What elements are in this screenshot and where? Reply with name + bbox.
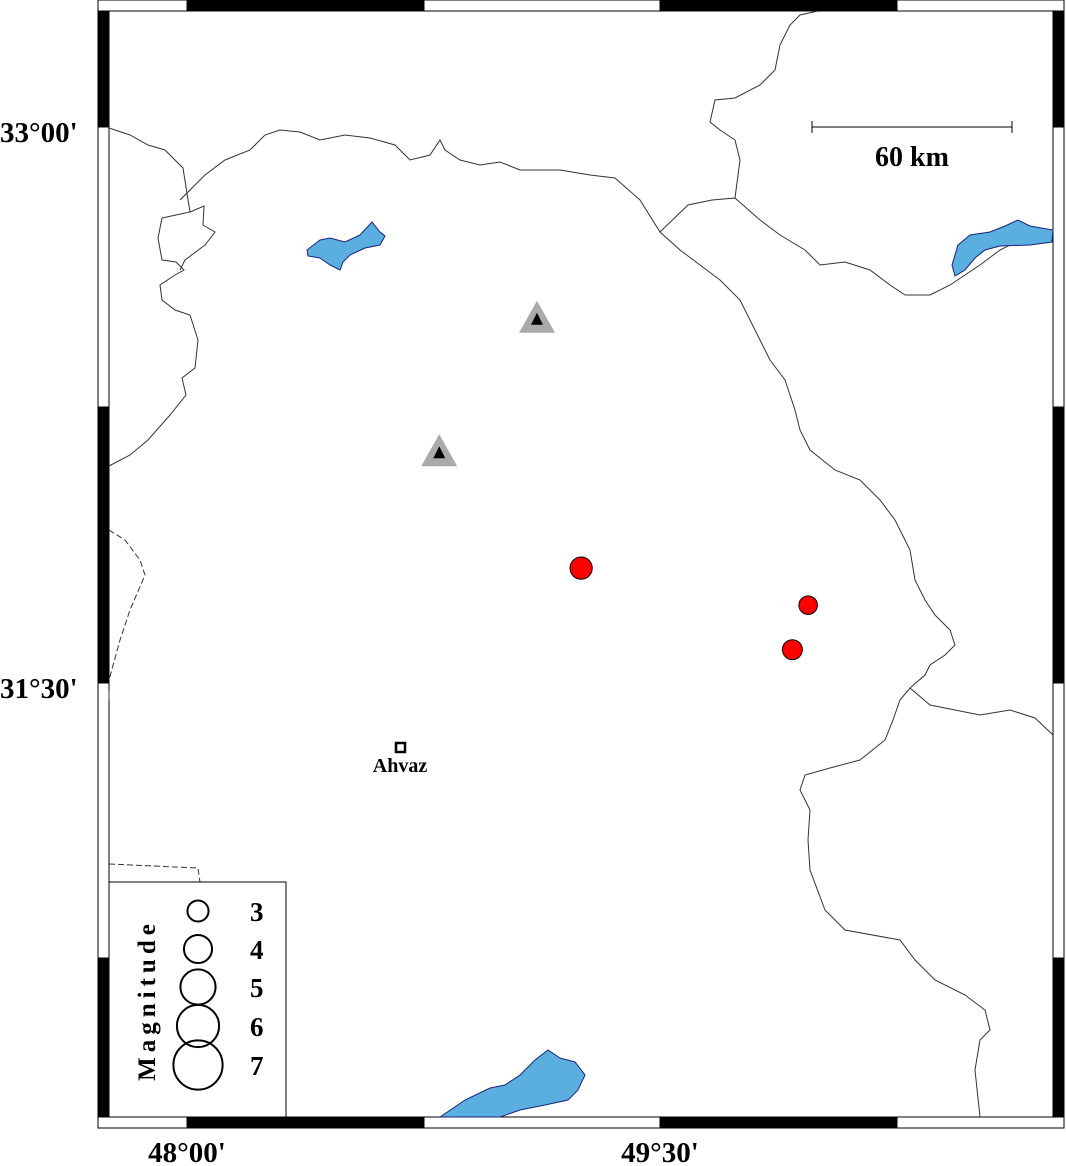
legend-label: 7 [250, 1051, 264, 1081]
events [569, 556, 818, 661]
city-label: Ahvaz [373, 755, 428, 777]
lake-dez [306, 221, 386, 271]
water-bodies [306, 219, 1054, 1118]
earthquake-event [569, 556, 593, 580]
y-tick-label: 33°00' [0, 117, 78, 149]
legend-label: 3 [250, 897, 264, 927]
scale-bar [811, 121, 1013, 133]
legend-circle [186, 899, 210, 923]
legend-label: 5 [250, 973, 264, 1003]
lake-karun [951, 219, 1054, 277]
y-tick-label: 31°30' [0, 673, 78, 705]
legend-title: Magnitude [134, 919, 161, 1081]
city-marker [394, 741, 407, 754]
legend-label: 6 [250, 1012, 264, 1042]
wetland-south [438, 1049, 586, 1118]
earthquake-event [798, 595, 818, 615]
x-tick-label: 48°00' [148, 1137, 226, 1166]
earthquake-event [781, 639, 803, 661]
station-marker-inner [530, 312, 543, 325]
legend-circle [172, 1039, 224, 1091]
x-tick-label: 49°30' [621, 1137, 699, 1166]
station-marker-inner [433, 446, 446, 459]
legend-circle [175, 1003, 221, 1049]
stations [421, 300, 555, 467]
legend: Magnitude 3 4 5 6 7 [108, 881, 287, 1118]
scale-bar-label: 60 km [875, 142, 949, 173]
legend-label: 4 [250, 935, 264, 965]
legend-circle [182, 933, 214, 965]
boundaries [108, 10, 1054, 1118]
